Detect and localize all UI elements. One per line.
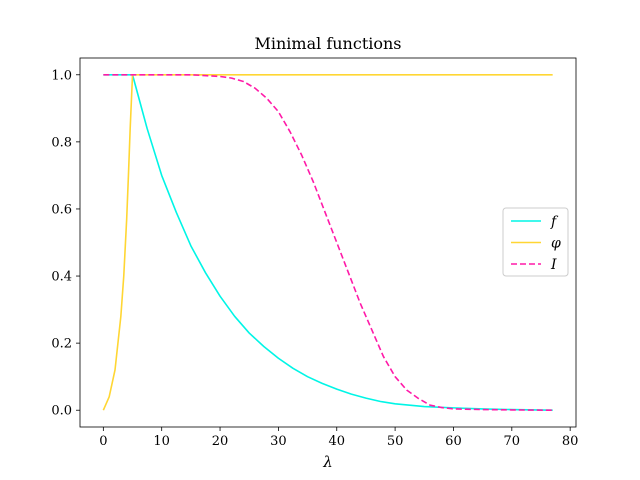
x-axis-label: λ xyxy=(322,453,333,471)
x-tick-label: 60 xyxy=(445,434,462,449)
x-tick-label: 80 xyxy=(562,434,579,449)
series-line-3 xyxy=(103,73,553,412)
x-tick-label: 50 xyxy=(387,434,404,449)
y-tick-label: 0.6 xyxy=(51,202,72,217)
x-axis: 0 10 20 30 40 50 60 70 80 xyxy=(99,427,578,449)
y-tick-label: 0.4 xyxy=(51,270,72,285)
legend-label-1: f xyxy=(550,214,559,230)
y-tick-label: 0.8 xyxy=(51,135,72,150)
series-line-2 xyxy=(102,73,553,411)
x-tick-label: 30 xyxy=(270,434,287,449)
legend-label-2: φ xyxy=(551,236,561,252)
chart-title: Minimal functions xyxy=(254,34,401,53)
x-tick-label: 20 xyxy=(212,434,229,449)
x-tick-label: 70 xyxy=(504,434,521,449)
series-line-1 xyxy=(103,73,553,412)
y-tick-label: 0.0 xyxy=(51,404,72,419)
y-tick-label: 0.2 xyxy=(51,337,72,352)
y-axis: 0.0 0.2 0.4 0.6 0.8 1.0 xyxy=(51,68,80,419)
x-tick-label: 10 xyxy=(153,434,170,449)
x-tick-label: 40 xyxy=(328,434,345,449)
legend-label-3: I xyxy=(550,257,557,273)
y-tick-label: 1.0 xyxy=(51,68,72,83)
x-tick-label: 0 xyxy=(99,434,107,449)
legend: fφI xyxy=(502,207,569,277)
plot-area xyxy=(79,57,577,428)
plot-frame xyxy=(79,57,577,428)
